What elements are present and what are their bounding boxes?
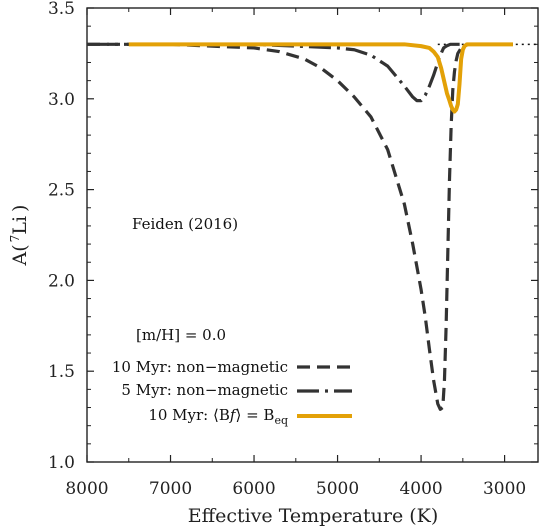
y-tick-label: 2.0 xyxy=(48,271,75,291)
legend-label-5myr-nonmagnetic: 5 Myr: non−magnetic xyxy=(121,381,288,399)
y-tick-label: 3.0 xyxy=(48,90,75,110)
legend-label-10myr-magnetic: 10 Myr: ⟨Bf⟩ = Beq xyxy=(148,406,288,427)
legend: 10 Myr: non−magnetic 5 Myr: non−magnetic… xyxy=(112,358,352,427)
y-axis-title-superscript: 7 xyxy=(8,235,22,243)
series-line-solid xyxy=(128,42,513,114)
x-axis-title: Effective Temperature (K) xyxy=(188,505,439,527)
source-annotation: Feiden (2016) xyxy=(132,215,238,233)
y-tick-label: 1.0 xyxy=(48,453,75,473)
metallicity-annotation: [m/H] = 0.0 xyxy=(136,326,226,344)
plot-frame xyxy=(86,7,539,463)
legend-magnetic-prefix: 10 Myr: ⟨B xyxy=(148,406,230,424)
y-axis-title-element: Li xyxy=(9,216,31,235)
y-axis-title-prefix: A( xyxy=(9,244,31,266)
y-tick-label: 2.5 xyxy=(48,181,75,201)
y-tick-label: 3.5 xyxy=(48,0,75,19)
x-tick-label: 4000 xyxy=(399,479,442,499)
y-axis-title-suffix: ) xyxy=(9,205,31,212)
x-tick-label: 5000 xyxy=(316,479,359,499)
y-axis-title: A(7Li) xyxy=(8,205,31,267)
legend-magnetic-italic: f xyxy=(229,406,238,424)
series-layer xyxy=(87,42,538,411)
legend-magnetic-middle: ⟩ = B xyxy=(235,406,274,424)
y-tick-label: 1.5 xyxy=(48,362,75,382)
x-tick-label: 6000 xyxy=(232,479,275,499)
legend-label-10myr-nonmagnetic: 10 Myr: non−magnetic xyxy=(112,358,288,376)
x-tick-label: 3000 xyxy=(483,479,526,499)
x-axis-ticks: 8000 7000 6000 5000 4000 3000 xyxy=(65,8,526,499)
x-tick-label: 7000 xyxy=(149,479,192,499)
legend-magnetic-subscript: eq xyxy=(274,414,288,427)
x-tick-label: 8000 xyxy=(65,479,108,499)
series-line-dash-dot xyxy=(87,42,480,103)
series-line-dashed xyxy=(87,42,513,411)
y-axis-ticks: 1.0 1.5 2.0 2.5 3.0 3.5 xyxy=(48,0,538,473)
